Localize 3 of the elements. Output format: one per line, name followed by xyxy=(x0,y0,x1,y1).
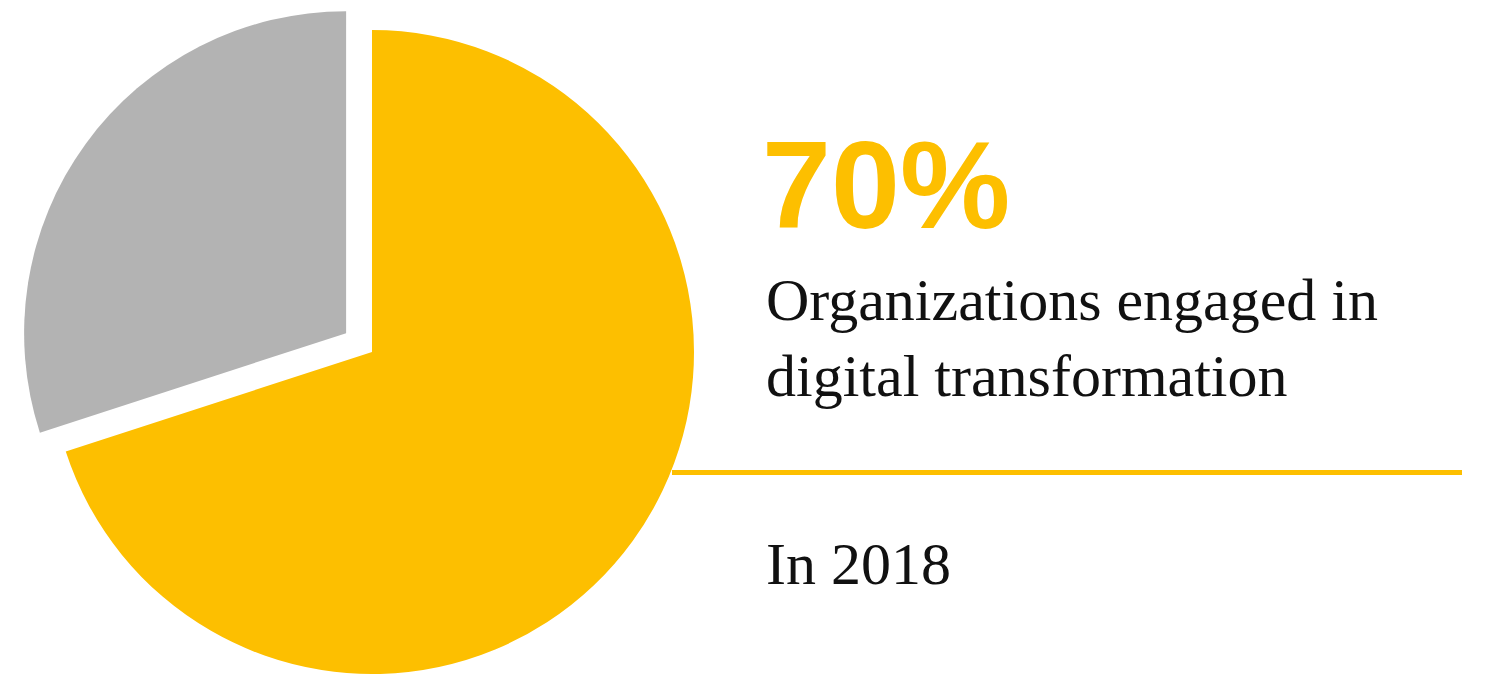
data-label: 70% xyxy=(762,116,1011,254)
text: In 2018 xyxy=(766,530,951,599)
text: Organizations engaged in digital transformation xyxy=(766,266,1380,411)
